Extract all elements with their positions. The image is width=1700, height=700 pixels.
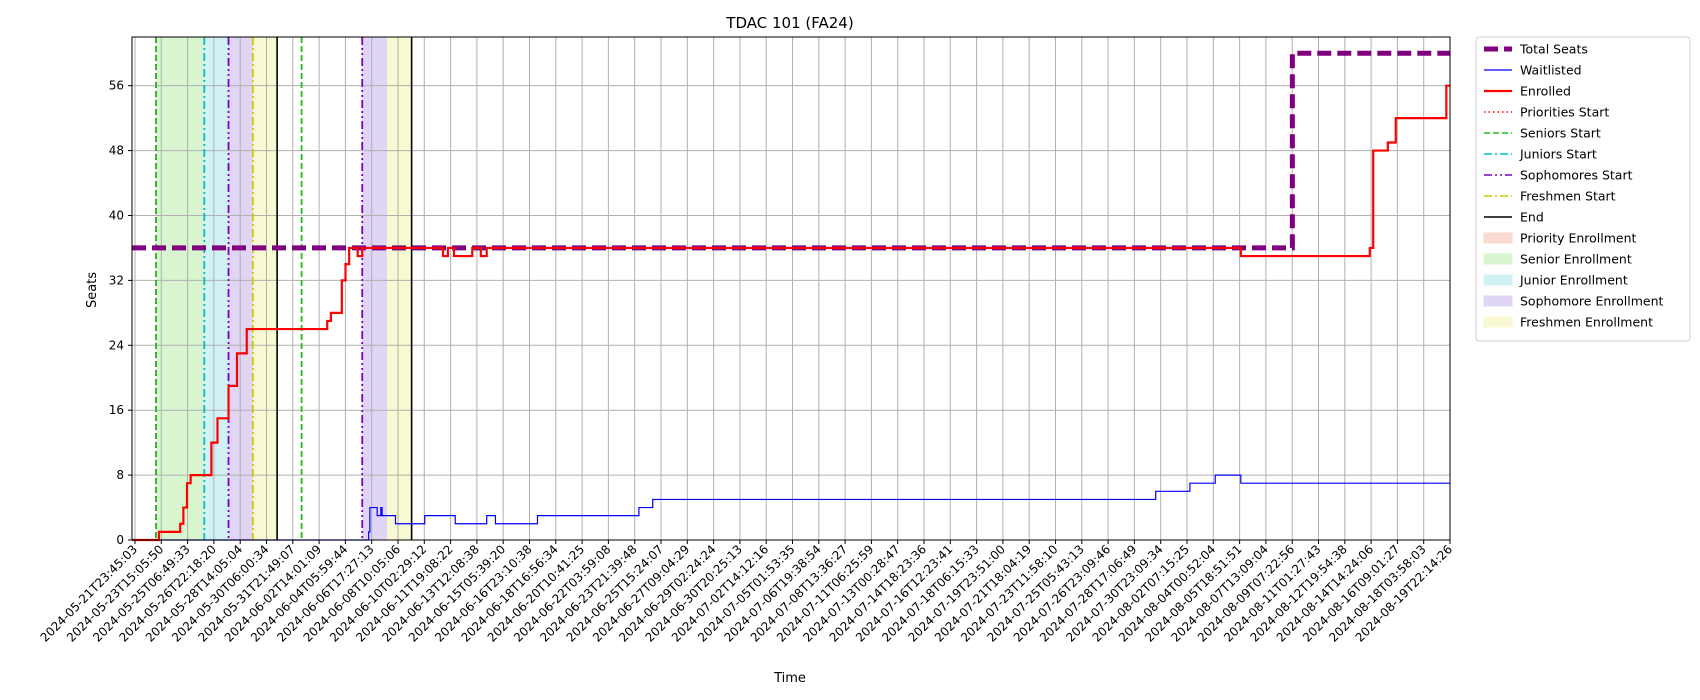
legend-label: End xyxy=(1520,210,1544,225)
span-freshmen-enrollment xyxy=(252,37,278,540)
plot-background xyxy=(132,37,1450,540)
legend-label: Total Seats xyxy=(1519,42,1588,57)
legend-label: Senior Enrollment xyxy=(1520,252,1632,267)
legend-item: Juniors Start xyxy=(1484,147,1597,162)
series-enrolled xyxy=(132,84,1450,542)
legend-label: Freshmen Start xyxy=(1520,189,1616,204)
axes-frame xyxy=(131,36,1451,541)
span-senior-enrollment xyxy=(155,37,205,540)
legend-swatch xyxy=(1483,274,1513,286)
legend-item: Priorities Start xyxy=(1484,105,1609,120)
legend-label: Junior Enrollment xyxy=(1519,273,1628,288)
y-tick-label: 56 xyxy=(109,79,124,93)
legend-item: Freshmen Enrollment xyxy=(1483,315,1653,330)
legend-label: Priority Enrollment xyxy=(1520,231,1637,246)
legend-label: Sophomores Start xyxy=(1520,168,1633,183)
legend-item: Enrolled xyxy=(1484,84,1571,99)
legend-label: Sophomore Enrollment xyxy=(1520,294,1664,309)
x-axis-title: Time xyxy=(773,671,806,686)
legend-label: Juniors Start xyxy=(1519,147,1597,162)
legend-swatch xyxy=(1483,295,1513,307)
span-junior-enrollment xyxy=(204,37,229,540)
legend-swatch xyxy=(1483,232,1513,244)
legend-label: Waitlisted xyxy=(1520,63,1582,78)
legend-label: Seniors Start xyxy=(1520,126,1601,141)
y-tick-label: 32 xyxy=(109,273,124,287)
legend-label: Priorities Start xyxy=(1520,105,1609,120)
y-axis-title: Seats xyxy=(85,272,100,308)
chart-title: TDAC 101 (FA24) xyxy=(725,14,853,32)
legend-item: Waitlisted xyxy=(1484,63,1582,78)
span-freshmen-enrollment xyxy=(386,37,412,540)
y-tick-label: 8 xyxy=(116,468,124,482)
legend-item: End xyxy=(1484,210,1544,225)
span-sophomore-enrollment xyxy=(362,37,387,540)
y-tick-label: 0 xyxy=(116,533,124,547)
legend: Total Seats Waitlisted Enrolled Priorities … xyxy=(1475,36,1691,342)
legend-item: Seniors Start xyxy=(1484,126,1601,141)
legend-item: Junior Enrollment xyxy=(1483,273,1628,288)
legend-label: Freshmen Enrollment xyxy=(1520,315,1653,330)
legend-label: Enrolled xyxy=(1520,84,1571,99)
y-tick-label: 24 xyxy=(109,338,124,352)
y-tick-label: 40 xyxy=(109,208,124,222)
legend-item: Sophomores Start xyxy=(1484,168,1633,183)
series-waitlisted xyxy=(132,474,1450,541)
legend-item: Total Seats xyxy=(1484,42,1588,57)
y-tick-label: 48 xyxy=(109,144,124,158)
legend-swatch xyxy=(1483,253,1513,265)
legend-swatch xyxy=(1483,316,1513,328)
legend-item: Priority Enrollment xyxy=(1483,231,1637,246)
legend-box xyxy=(1475,36,1691,342)
legend-item: Freshmen Start xyxy=(1484,189,1616,204)
y-tick-label: 16 xyxy=(109,403,124,417)
legend-item: Senior Enrollment xyxy=(1483,252,1632,267)
legend-item: Sophomore Enrollment xyxy=(1483,294,1664,309)
